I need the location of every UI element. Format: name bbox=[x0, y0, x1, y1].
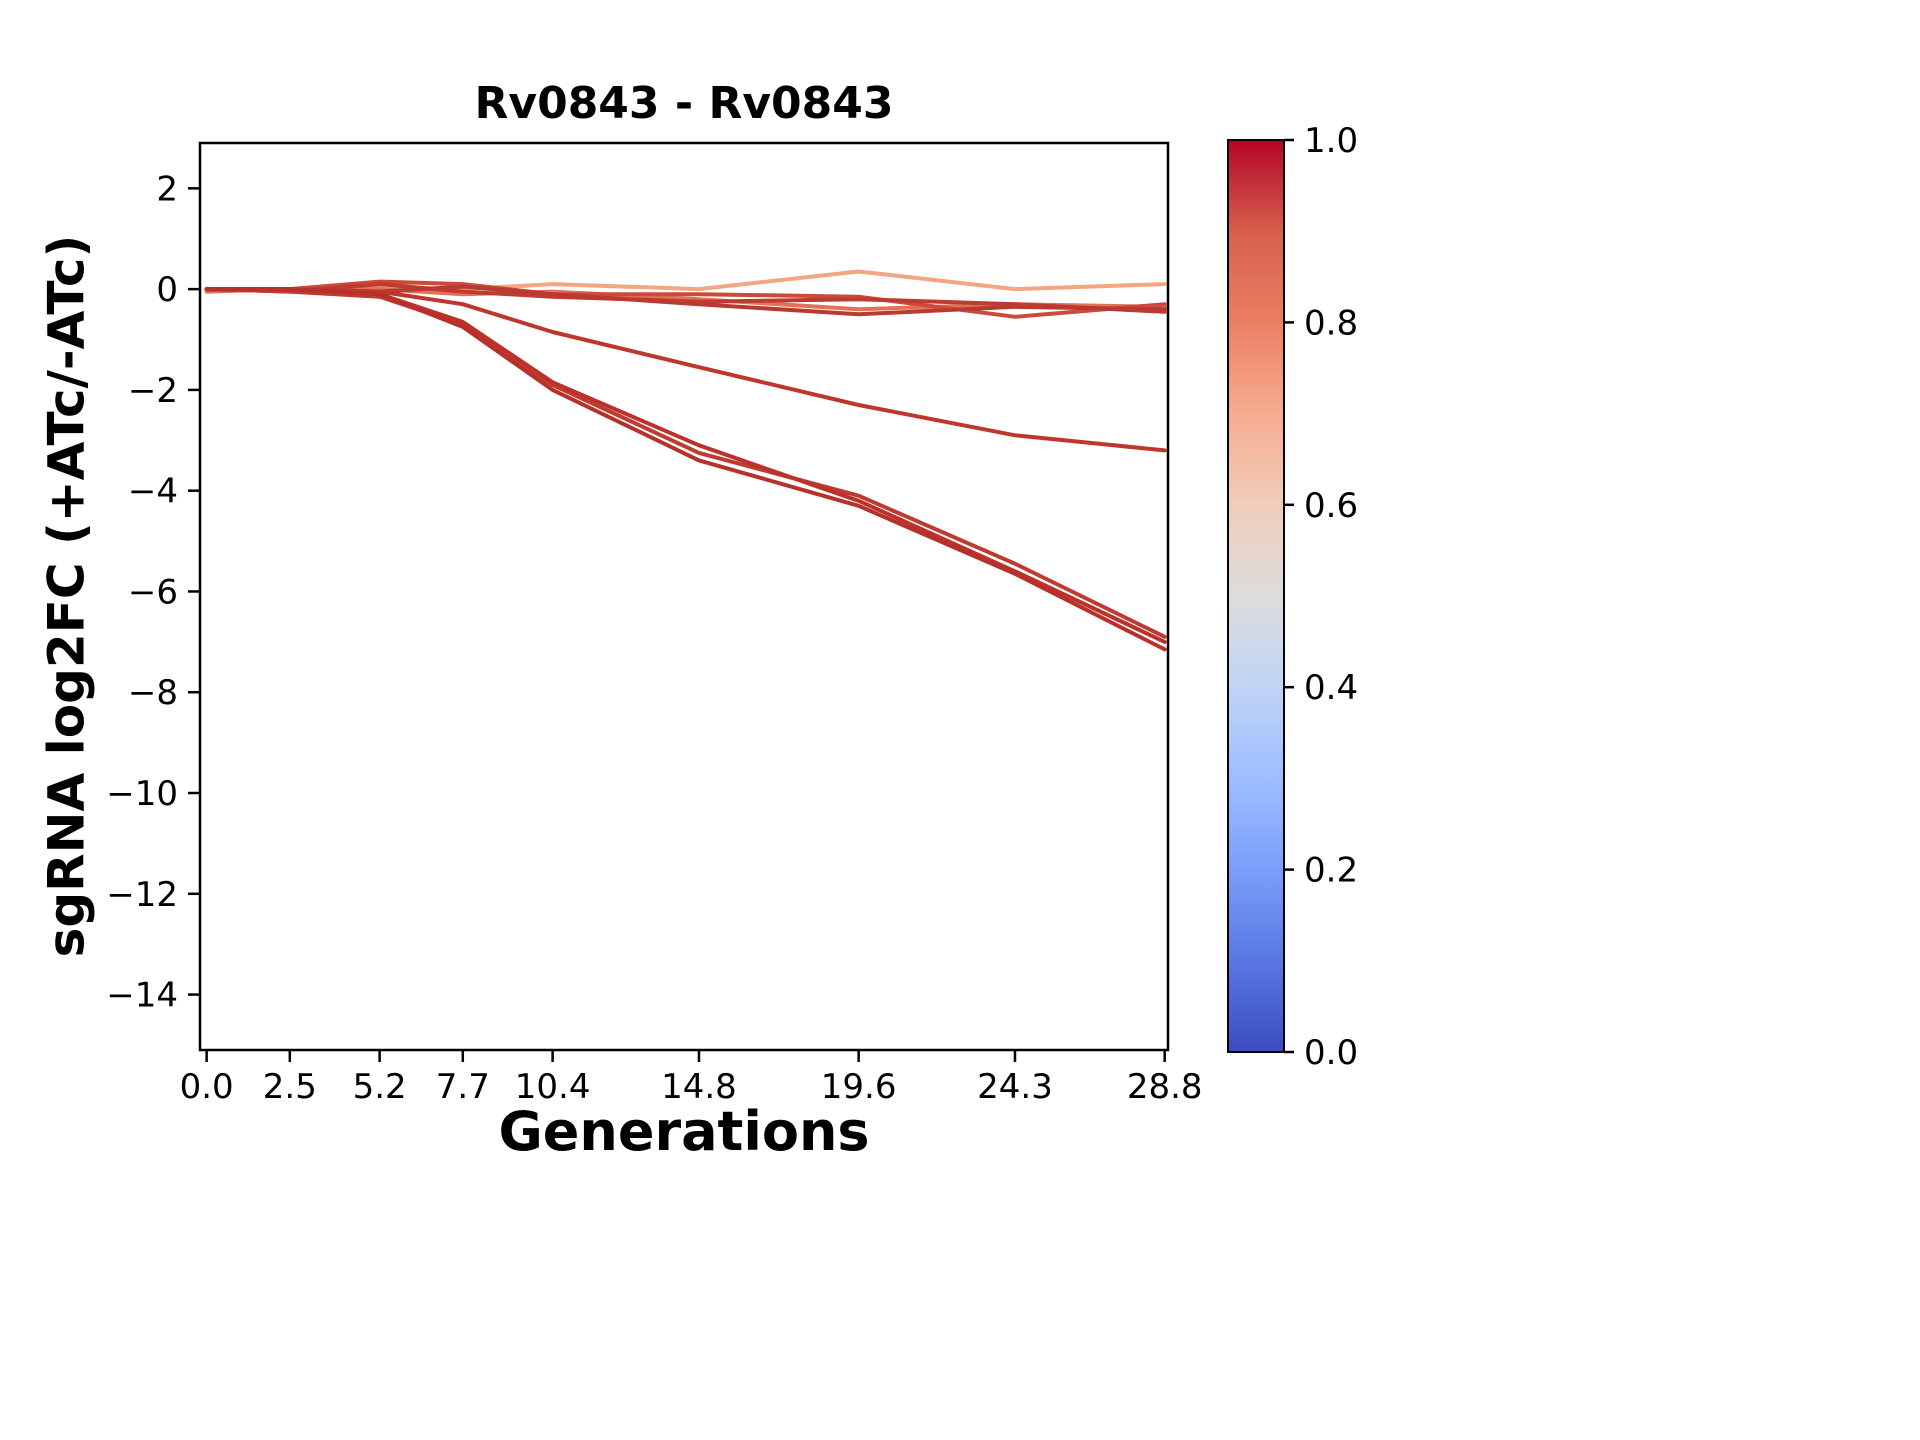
colorbar-tick-label: 1.0 bbox=[1304, 121, 1358, 161]
series-line bbox=[204, 287, 1167, 652]
y-tick-label: −8 bbox=[128, 673, 178, 713]
y-tick-label: −6 bbox=[128, 572, 178, 612]
colorbar-tick-label: 0.6 bbox=[1304, 486, 1358, 526]
series-line bbox=[204, 287, 1167, 453]
colorbar-tick-label: 0.4 bbox=[1304, 668, 1358, 708]
y-tick-label: −2 bbox=[128, 371, 178, 411]
series-line bbox=[204, 287, 1167, 644]
x-axis-label: Generations bbox=[498, 1100, 870, 1163]
x-tick-label: 14.8 bbox=[661, 1067, 737, 1107]
colorbar-tick-label: 0.8 bbox=[1304, 303, 1358, 343]
y-tick-label: 2 bbox=[156, 169, 178, 209]
colorbar bbox=[1227, 139, 1285, 1053]
x-tick-label: 19.6 bbox=[821, 1067, 897, 1107]
x-tick-label: 5.2 bbox=[353, 1067, 407, 1107]
y-tick-label: −12 bbox=[106, 875, 178, 915]
y-tick-label: −10 bbox=[106, 774, 178, 814]
x-tick-label: 10.4 bbox=[515, 1067, 591, 1107]
series-line bbox=[204, 287, 1167, 639]
y-tick-label: 0 bbox=[156, 270, 178, 310]
x-tick-label: 28.8 bbox=[1127, 1067, 1203, 1107]
series-group bbox=[204, 269, 1167, 652]
y-tick-label: −4 bbox=[128, 472, 178, 512]
x-tick-label: 2.5 bbox=[263, 1067, 317, 1107]
colorbar-tick-label: 0.2 bbox=[1304, 851, 1358, 891]
y-tick-label: −14 bbox=[106, 976, 178, 1016]
x-tick-label: 24.3 bbox=[977, 1067, 1053, 1107]
plot-border bbox=[198, 141, 1170, 1052]
colorbar-tick-label: 0.0 bbox=[1304, 1033, 1358, 1073]
x-tick-label: 0.0 bbox=[180, 1067, 234, 1107]
chart-title: Rv0843 - Rv0843 bbox=[474, 78, 894, 129]
x-tick-label: 7.7 bbox=[436, 1067, 490, 1107]
